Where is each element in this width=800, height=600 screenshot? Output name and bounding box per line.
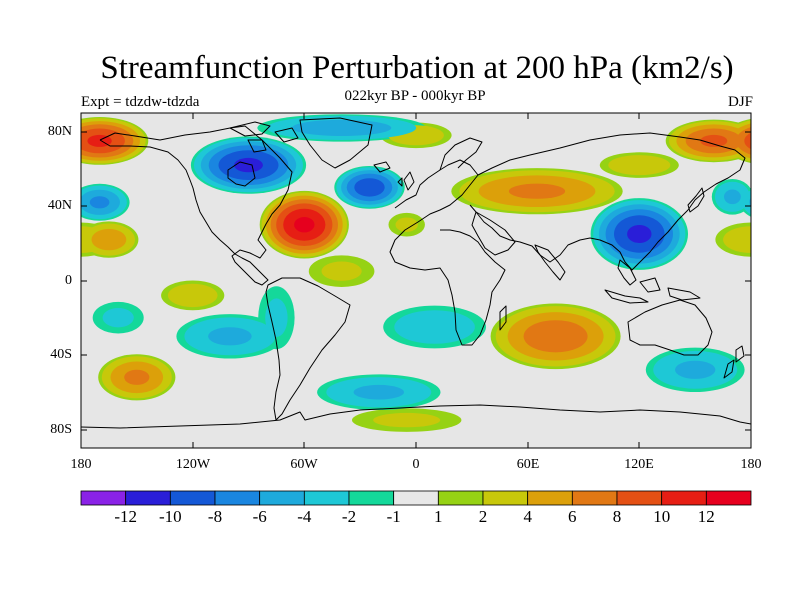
- colorbar-label: -1: [386, 507, 401, 526]
- coastline-antarctica: [81, 404, 751, 429]
- lon-label-120e: 120E: [624, 457, 654, 472]
- colorbar-label: -12: [114, 507, 138, 526]
- lat-label-40s: 40S: [50, 347, 72, 362]
- colorbar-box: [125, 490, 171, 506]
- colorbar-label: -2: [341, 507, 357, 526]
- colorbar-box: [393, 490, 439, 506]
- colorbar-box: [437, 490, 484, 506]
- lat-label-40n: 40N: [47, 198, 72, 213]
- colorbar-label: 8: [612, 507, 622, 526]
- colorbar-box: [571, 490, 618, 506]
- contour-region: [208, 327, 252, 346]
- contour-region: [124, 369, 150, 385]
- colorbar-box: [348, 490, 395, 506]
- coastline-greenland: [299, 117, 373, 169]
- lat-label-80n: 80N: [47, 124, 72, 139]
- coastline-new-zealand: [723, 345, 745, 379]
- colorbar-boxes: [80, 490, 752, 506]
- contour-region: [353, 384, 404, 400]
- contour-region: [395, 217, 418, 232]
- contour-region: [91, 228, 127, 251]
- coastline-europe-africa: [389, 159, 506, 346]
- coastlines: [81, 117, 751, 429]
- contour-region: [608, 155, 671, 176]
- coastline-arctic-islands: [229, 121, 299, 153]
- contour-field: [81, 114, 751, 432]
- colorbar-label: 10: [653, 507, 671, 526]
- contour-region: [373, 412, 441, 428]
- colorbar-label: 2: [478, 507, 488, 526]
- contour-region: [724, 189, 741, 205]
- colorbar-box: [705, 490, 752, 506]
- coastline-british-isles: [397, 171, 415, 191]
- contour-region: [354, 178, 385, 197]
- contour-region: [294, 217, 315, 233]
- colorbar-box: [259, 490, 305, 506]
- colorbar-box: [80, 490, 127, 506]
- coastline-north-america: [99, 125, 293, 286]
- coastline-hudson-bay: [227, 161, 256, 187]
- colorbar-label: 1: [434, 507, 443, 526]
- contour-region: [234, 157, 263, 173]
- coastline-australia: [627, 299, 713, 356]
- lon-label-60e: 60E: [516, 457, 540, 472]
- contour-region: [723, 226, 751, 253]
- colorbar-label: -8: [207, 507, 223, 526]
- contour-region: [265, 298, 288, 338]
- colorbar-box: [661, 490, 707, 506]
- colorbar-box: [214, 490, 261, 506]
- lat-label-80s: 80S: [50, 422, 72, 437]
- contour-region: [735, 127, 751, 155]
- colorbar-label: -4: [297, 507, 312, 526]
- lat-label-equator: 0: [65, 273, 72, 288]
- colorbar-box: [527, 490, 573, 506]
- colorbar-box: [303, 490, 350, 506]
- lon-label-60w: 60W: [290, 457, 318, 472]
- contour-region: [321, 261, 362, 281]
- contour-region: [167, 283, 218, 308]
- coastline-scandinavia: [439, 137, 483, 171]
- figure-title: Streamfunction Perturbation at 200 hPa (…: [100, 50, 734, 86]
- coastline-india: [534, 244, 566, 281]
- contour-region: [508, 183, 566, 199]
- colorbar-label: -6: [252, 507, 267, 526]
- contour-region: [627, 225, 652, 243]
- coastline-arabia: [471, 211, 516, 256]
- colorbar-label: 4: [523, 507, 532, 526]
- coastline-madagascar: [499, 305, 507, 331]
- coastline-iceland: [373, 161, 391, 173]
- coastline-southeast-asia: [604, 259, 701, 304]
- colorbar-box: [616, 490, 663, 506]
- colorbar-label: 12: [697, 507, 715, 526]
- colorbar-box: [169, 490, 216, 506]
- coastline-asia: [469, 132, 746, 271]
- map-ticks: [81, 113, 751, 448]
- lon-label-0: 0: [412, 457, 420, 472]
- lon-label-180w: 180: [70, 457, 92, 472]
- figure-subtitle: 022kyr BP - 000kyr BP: [344, 88, 486, 104]
- contour-region: [523, 320, 588, 353]
- colorbar-box: [482, 490, 529, 506]
- contour-region: [394, 310, 475, 344]
- coastline-south-america: [265, 277, 351, 421]
- contour-region: [102, 308, 134, 328]
- lon-label-180e: 180: [740, 457, 762, 472]
- season-label: DJF: [727, 94, 753, 110]
- colorbar-label: -10: [158, 507, 182, 526]
- contour-region: [700, 134, 728, 147]
- lon-label-120w: 120W: [175, 457, 211, 472]
- coastline-japan: [687, 187, 705, 213]
- contour-region: [675, 360, 716, 379]
- contour-region: [89, 196, 110, 209]
- contour-region: [744, 132, 751, 150]
- colorbar-label: 6: [568, 507, 577, 526]
- experiment-label: Expt = tdzdw-tdzda: [81, 94, 200, 110]
